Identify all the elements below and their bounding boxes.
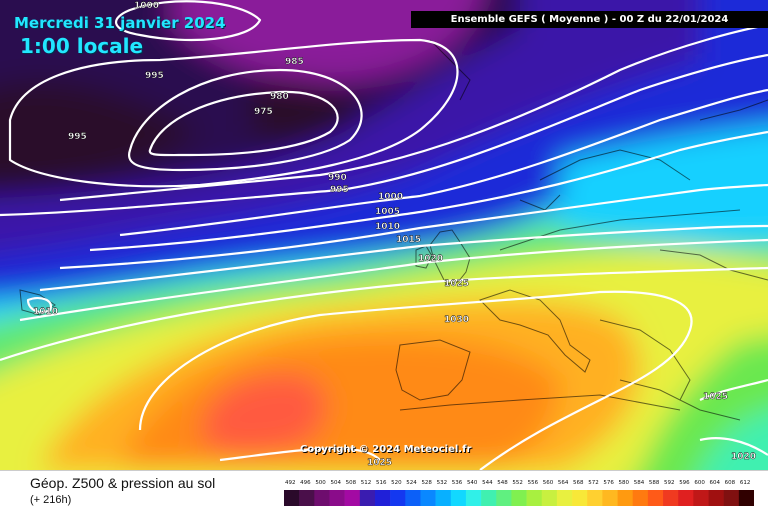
legend-swatch (314, 490, 330, 506)
legend-swatch (693, 490, 709, 506)
legend-swatch (602, 490, 618, 506)
legend-swatch (450, 490, 467, 506)
legend-swatch (390, 490, 406, 506)
color-legend: 492 496 500 504 508 512 516 520 524 528 532 536 540 5… (284, 480, 754, 506)
legend-swatch (284, 490, 300, 506)
isobars (0, 0, 768, 470)
legend-label: 500 (315, 480, 326, 486)
legend-label: 572 (588, 480, 599, 486)
legend-swatch (374, 490, 391, 506)
legend-label: 612 (740, 480, 751, 486)
legend-swatch (678, 490, 694, 506)
lead-time: (+ 216h) (30, 494, 72, 506)
legend-swatch (496, 490, 512, 506)
model-run-banner: Ensemble GEFS ( Moyenne ) - 00 Z du 22/0… (411, 11, 768, 28)
legend-swatch (344, 490, 361, 506)
legend-label: 536 (452, 480, 463, 486)
legend-swatch (572, 490, 588, 506)
legend-swatch (738, 490, 754, 506)
legend-swatch (420, 490, 436, 506)
legend-label: 508 (346, 480, 357, 486)
isobar-label: 990 (328, 173, 347, 183)
isobar-label: 985 (285, 57, 304, 67)
isobar-label: 975 (254, 107, 273, 117)
isobar-label: 1025 (367, 458, 392, 468)
legend-label: 588 (649, 480, 660, 486)
z500-color-field (0, 0, 768, 470)
legend-swatch (359, 490, 376, 506)
forecast-time: 1:00 locale (20, 34, 144, 58)
legend-label: 540 (467, 480, 478, 486)
legend-swatch (587, 490, 603, 506)
legend-label: 576 (603, 480, 614, 486)
isobar-label: 1000 (378, 192, 403, 202)
isobar-label: 1020 (418, 254, 443, 264)
legend-label: 496 (300, 480, 311, 486)
geopotential-map: 1000 995 985 980 975 995 990 995 1000 10… (0, 0, 768, 470)
legend-label: 552 (512, 480, 523, 486)
field-title: Géop. Z500 & pression au sol (30, 475, 216, 491)
legend-swatch (541, 490, 558, 506)
legend-swatch (617, 490, 634, 506)
legend-label: 592 (664, 480, 675, 486)
legend-swatch (708, 490, 724, 506)
legend-swatch (481, 490, 497, 506)
isobar-label: 1010 (375, 222, 400, 232)
legend-swatch (329, 490, 345, 506)
forecast-date: Mercredi 31 janvier 2024 (14, 14, 226, 32)
legend-swatch (465, 490, 482, 506)
legend-swatch (632, 490, 649, 506)
legend-label: 556 (528, 480, 539, 486)
legend-label: 512 (361, 480, 372, 486)
legend-label: 564 (558, 480, 569, 486)
legend-label: 520 (391, 480, 402, 486)
isobar-label: 995 (68, 132, 87, 142)
legend-label: 532 (437, 480, 448, 486)
copyright-notice: Copyright © 2024 Meteociel.fr (300, 444, 472, 455)
isobar-label: 1000 (134, 1, 159, 11)
legend-label: 504 (330, 480, 341, 486)
legend-swatch (663, 490, 679, 506)
legend-label: 560 (543, 480, 554, 486)
isobar-label: 1020 (731, 452, 756, 462)
legend-label: 544 (482, 480, 493, 486)
pressure-labels: 1000 995 985 980 975 995 990 995 1000 10… (33, 1, 756, 468)
legend-swatch (405, 490, 421, 506)
legend-label: 516 (376, 480, 387, 486)
legend-label: 528 (421, 480, 432, 486)
isobar-label: 1025 (703, 392, 728, 402)
isobar-label: 995 (330, 185, 349, 195)
isobar-label: 1025 (444, 279, 469, 289)
isobar-label: 980 (270, 92, 289, 102)
legend-label: 608 (725, 480, 736, 486)
isobar-label: 995 (145, 71, 164, 81)
isobar-label: 1030 (444, 315, 469, 325)
legend-swatch (511, 490, 527, 506)
legend-label: 548 (497, 480, 508, 486)
legend-swatch (435, 490, 452, 506)
legend-label: 584 (634, 480, 645, 486)
legend-swatch (647, 490, 664, 506)
legend-swatch (556, 490, 573, 506)
legend-swatch (299, 490, 315, 506)
isobar-label: 1015 (396, 235, 421, 245)
isobar-label: 1010 (33, 307, 58, 317)
legend-label: 524 (406, 480, 417, 486)
legend-label: 580 (619, 480, 630, 486)
legend-label: 600 (694, 480, 705, 486)
isobar-label: 1005 (375, 207, 400, 217)
legend-label: 604 (710, 480, 721, 486)
legend-swatch (723, 490, 740, 506)
legend-label: 492 (285, 480, 296, 486)
legend-label: 568 (573, 480, 584, 486)
legend-label: 596 (679, 480, 690, 486)
legend-swatch (526, 490, 543, 506)
